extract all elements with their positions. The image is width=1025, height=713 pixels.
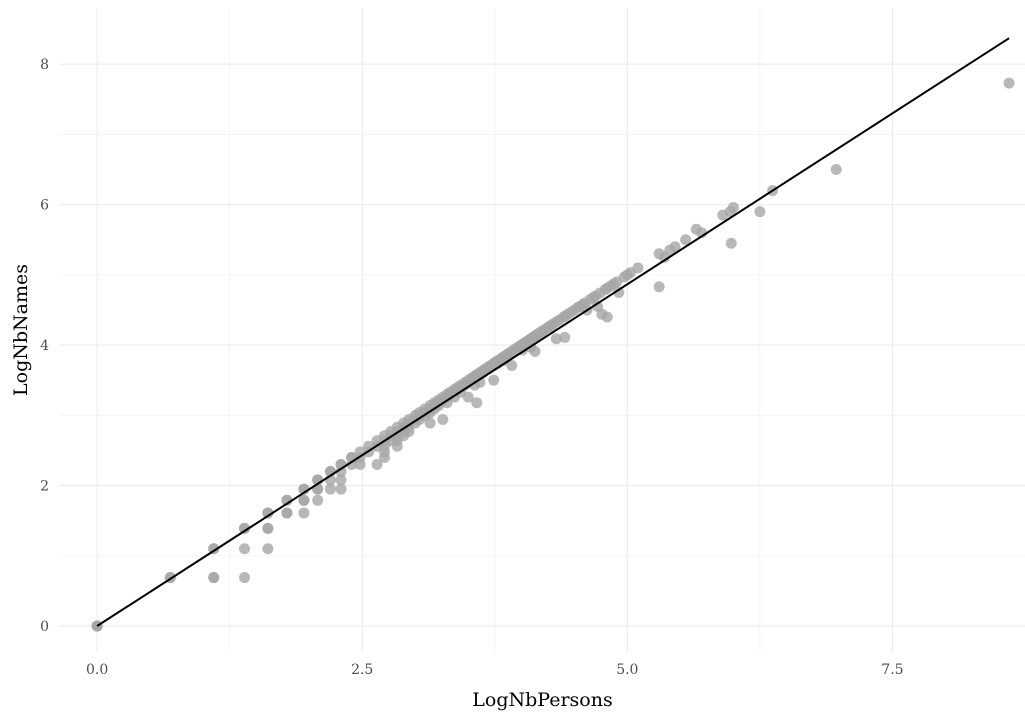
fit-line-layer xyxy=(96,37,1010,627)
scatter-point xyxy=(424,417,436,429)
scatter-point xyxy=(403,425,415,437)
scatter-point xyxy=(727,201,739,213)
scatter-point xyxy=(378,451,390,463)
scatter-point xyxy=(335,483,347,495)
scatter-point xyxy=(371,458,383,470)
x-axis-title: LogNbPersons xyxy=(472,689,612,711)
x-tick-label: 2.5 xyxy=(351,662,373,678)
x-tick-label: 7.5 xyxy=(881,662,903,678)
scatter-point xyxy=(312,494,324,506)
scatter-point xyxy=(488,374,500,386)
scatter-point xyxy=(281,507,293,519)
y-tick-label: 2 xyxy=(40,479,49,495)
scatter-point xyxy=(474,376,486,388)
scatter-point xyxy=(239,572,251,584)
scatter-point xyxy=(653,281,665,293)
scatter-point xyxy=(298,494,310,506)
y-tick-label: 6 xyxy=(40,198,49,214)
fit-line xyxy=(96,37,1010,627)
y-axis-title: LogNbNames xyxy=(10,264,32,396)
scatter-point xyxy=(613,286,625,298)
scatter-point xyxy=(669,241,681,253)
tick-labels: 0.0 2.5 5.0 7.5 0 2 4 6 8 xyxy=(40,57,903,678)
scatter-point xyxy=(262,543,274,555)
scatter-point xyxy=(471,397,483,409)
scatter-point xyxy=(391,440,403,452)
scatter-point xyxy=(437,414,449,426)
scatter-point xyxy=(550,333,562,345)
scatter-point xyxy=(830,164,842,176)
scatter-point xyxy=(632,262,644,274)
scatter-point xyxy=(324,483,336,495)
y-tick-label: 4 xyxy=(40,338,49,354)
x-tick-label: 5.0 xyxy=(616,662,638,678)
scatter-point xyxy=(462,391,474,403)
scatter-point xyxy=(754,206,766,218)
scatter-point xyxy=(239,543,251,555)
scatter-point xyxy=(262,507,274,519)
y-tick-label: 8 xyxy=(40,57,49,73)
scatter-point xyxy=(506,359,518,371)
scatter-point xyxy=(601,311,613,323)
scatter-point xyxy=(262,522,274,534)
scatter-point xyxy=(529,345,541,357)
scatter-point xyxy=(725,237,737,249)
y-tick-label: 0 xyxy=(40,619,49,635)
x-tick-label: 0.0 xyxy=(86,662,108,678)
scatter-point xyxy=(298,507,310,519)
scatter-point xyxy=(239,522,251,534)
scatter-point xyxy=(208,572,220,584)
scatter-point xyxy=(559,331,571,343)
scatter-point xyxy=(335,466,347,478)
scatter-point xyxy=(335,474,347,486)
scatter-point xyxy=(680,234,692,246)
scatter-point xyxy=(1003,77,1015,89)
scatter-point xyxy=(346,458,358,470)
grid-lines xyxy=(60,8,1025,652)
scatter-point xyxy=(354,458,366,470)
